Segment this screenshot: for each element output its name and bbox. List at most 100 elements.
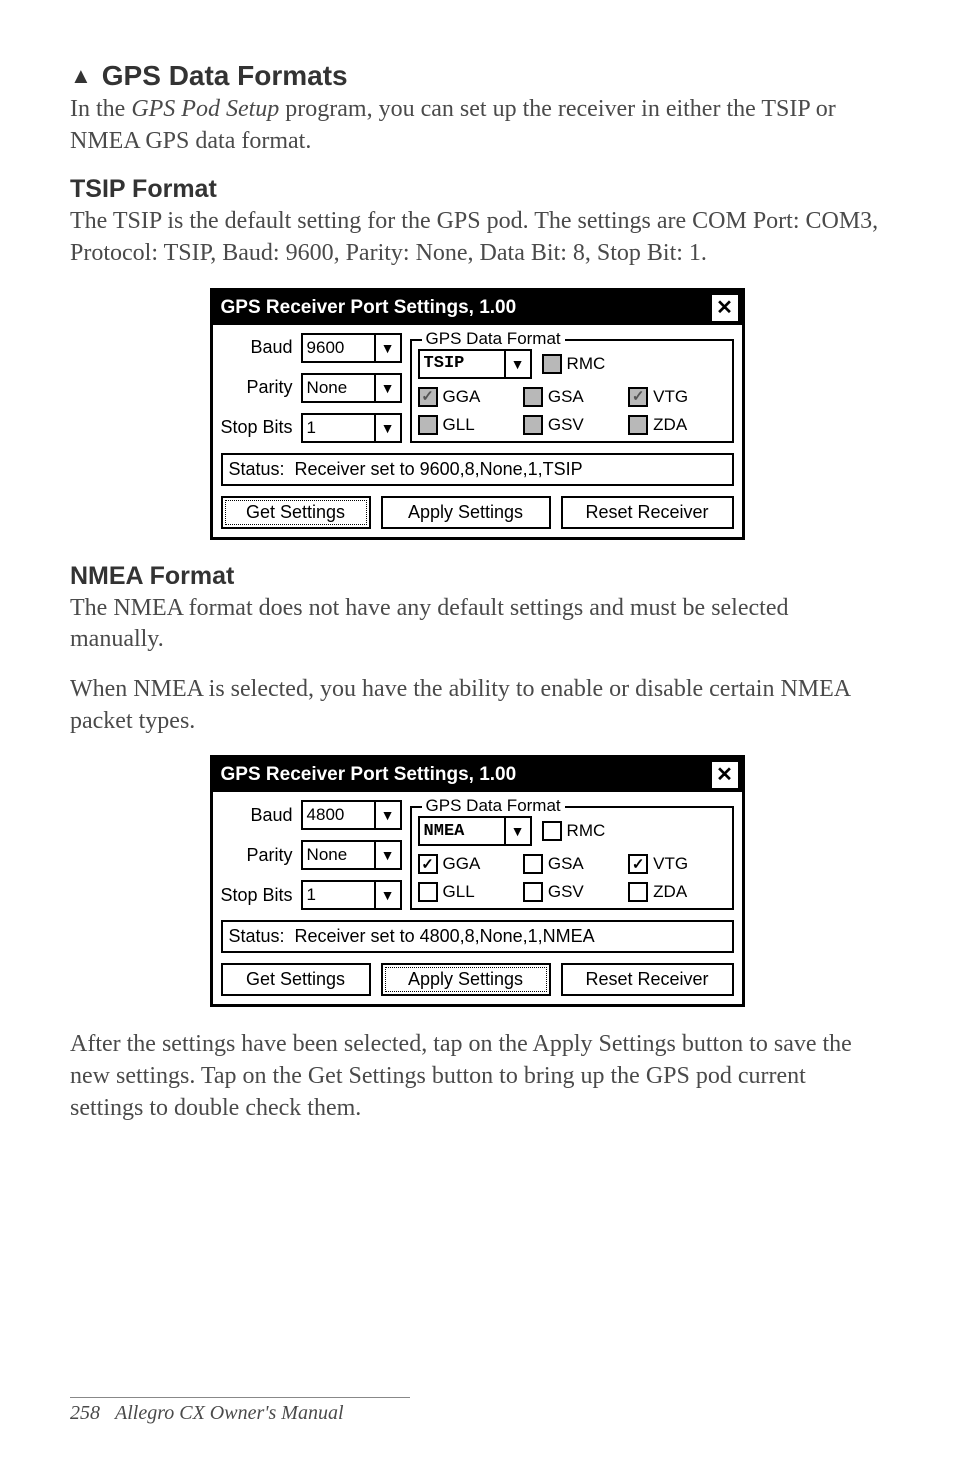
format-value: NMEA xyxy=(418,816,506,846)
rmc-label: RMC xyxy=(567,821,606,841)
checkbox-icon xyxy=(628,387,648,407)
parity-combo[interactable]: None ▼ xyxy=(301,840,402,870)
dialog1-title: GPS Receiver Port Settings, 1.00 xyxy=(221,297,517,319)
rmc-checkbox[interactable]: RMC xyxy=(542,354,606,374)
stopbits-combo[interactable]: 1 ▼ xyxy=(301,413,402,443)
checkbox-icon xyxy=(523,854,543,874)
vtg-checkbox[interactable]: VTG xyxy=(628,854,725,874)
gll-checkbox[interactable]: GLL xyxy=(418,882,515,902)
status-row: Status: Receiver set to 9600,8,None,1,TS… xyxy=(221,453,734,486)
nmea-text1: The NMEA format does not have any defaul… xyxy=(70,593,884,656)
chevron-down-icon[interactable]: ▼ xyxy=(376,413,402,443)
get-settings-button[interactable]: Get Settings xyxy=(221,963,371,996)
dialog2-titlebar: GPS Receiver Port Settings, 1.00 ✕ xyxy=(213,758,742,792)
dialog2-upper: Baud 4800 ▼ Parity None ▼ Stop Bits 1 ▼ xyxy=(221,800,734,910)
gga-label: GGA xyxy=(443,387,481,407)
baud-value: 9600 xyxy=(301,333,376,363)
status-value: Receiver set to 4800,8,None,1,NMEA xyxy=(295,926,595,947)
stopbits-label: Stop Bits xyxy=(221,417,295,438)
checkbox-icon xyxy=(418,387,438,407)
baud-combo[interactable]: 9600 ▼ xyxy=(301,333,402,363)
gsa-label: GSA xyxy=(548,854,584,874)
section-title: GPS Data Formats xyxy=(102,60,348,91)
chevron-down-icon[interactable]: ▼ xyxy=(376,840,402,870)
gps-settings-dialog-nmea: GPS Receiver Port Settings, 1.00 ✕ Baud … xyxy=(210,755,745,1007)
zda-label: ZDA xyxy=(653,415,687,435)
page-number: 258 xyxy=(70,1402,100,1424)
stopbits-combo[interactable]: 1 ▼ xyxy=(301,880,402,910)
parity-combo[interactable]: None ▼ xyxy=(301,373,402,403)
checkbox-icon xyxy=(628,854,648,874)
format-combo[interactable]: TSIP ▼ xyxy=(418,349,532,379)
vtg-checkbox[interactable]: VTG xyxy=(628,387,725,407)
intro-italic: GPS Pod Setup xyxy=(131,96,279,122)
apply-settings-button[interactable]: Apply Settings xyxy=(381,496,551,529)
checkbox-icon xyxy=(542,354,562,374)
chevron-down-icon[interactable]: ▼ xyxy=(376,373,402,403)
dialog1-upper: Baud 9600 ▼ Parity None ▼ Stop Bits 1 ▼ xyxy=(221,333,734,443)
group-legend: GPS Data Format xyxy=(422,796,565,816)
chevron-down-icon[interactable]: ▼ xyxy=(376,333,402,363)
status-label: Status: xyxy=(229,459,285,480)
checkbox-icon xyxy=(418,882,438,902)
gsa-label: GSA xyxy=(548,387,584,407)
dialog1-titlebar: GPS Receiver Port Settings, 1.00 ✕ xyxy=(213,291,742,325)
gsa-checkbox[interactable]: GSA xyxy=(523,854,620,874)
reset-receiver-button[interactable]: Reset Receiver xyxy=(561,496,734,529)
stopbits-value: 1 xyxy=(301,413,376,443)
stopbits-label: Stop Bits xyxy=(221,885,295,906)
gsv-checkbox[interactable]: GSV xyxy=(523,415,620,435)
tsip-heading: TSIP Format xyxy=(70,175,884,204)
checkbox-icon xyxy=(418,854,438,874)
reset-receiver-button[interactable]: Reset Receiver xyxy=(561,963,734,996)
apply-settings-button[interactable]: Apply Settings xyxy=(381,963,551,996)
close-icon[interactable]: ✕ xyxy=(712,295,738,321)
chevron-down-icon[interactable]: ▼ xyxy=(376,800,402,830)
baud-label: Baud xyxy=(221,805,295,826)
gsv-checkbox[interactable]: GSV xyxy=(523,882,620,902)
gll-checkbox[interactable]: GLL xyxy=(418,415,515,435)
gga-checkbox[interactable]: GGA xyxy=(418,854,515,874)
baud-combo[interactable]: 4800 ▼ xyxy=(301,800,402,830)
checkbox-icon xyxy=(523,415,543,435)
footer-title: Allegro CX Owner's Manual xyxy=(115,1402,344,1424)
gps-settings-dialog-tsip: GPS Receiver Port Settings, 1.00 ✕ Baud … xyxy=(210,288,745,540)
chevron-down-icon[interactable]: ▼ xyxy=(376,880,402,910)
zda-checkbox[interactable]: ZDA xyxy=(628,415,725,435)
stopbits-value: 1 xyxy=(301,880,376,910)
checkbox-icon xyxy=(542,821,562,841)
gll-label: GLL xyxy=(443,882,475,902)
rmc-checkbox[interactable]: RMC xyxy=(542,821,606,841)
dialog2-wrap: GPS Receiver Port Settings, 1.00 ✕ Baud … xyxy=(70,755,884,1007)
section-heading: ▲GPS Data Formats xyxy=(70,60,884,92)
parity-label: Parity xyxy=(221,845,295,866)
get-settings-button[interactable]: Get Settings xyxy=(221,496,371,529)
chevron-down-icon[interactable]: ▼ xyxy=(506,349,532,379)
parity-value: None xyxy=(301,840,376,870)
zda-checkbox[interactable]: ZDA xyxy=(628,882,725,902)
format-combo[interactable]: NMEA ▼ xyxy=(418,816,532,846)
data-format-group: GPS Data Format TSIP ▼ RMC GGA GSA VTG G… xyxy=(410,339,734,443)
close-icon[interactable]: ✕ xyxy=(712,762,738,788)
baud-label: Baud xyxy=(221,337,295,358)
checkbox-grid: GGA GSA VTG GLL GSV ZDA xyxy=(418,854,726,902)
intro-pre: In the xyxy=(70,96,131,122)
gga-checkbox[interactable]: GGA xyxy=(418,387,515,407)
checkbox-grid: GGA GSA VTG GLL GSV ZDA xyxy=(418,387,726,435)
gll-label: GLL xyxy=(443,415,475,435)
format-row: TSIP ▼ RMC xyxy=(418,349,726,379)
parity-value: None xyxy=(301,373,376,403)
nmea-heading: NMEA Format xyxy=(70,562,884,591)
group-legend: GPS Data Format xyxy=(422,329,565,349)
nmea-text2: When NMEA is selected, you have the abil… xyxy=(70,674,884,737)
dialog2-body: Baud 4800 ▼ Parity None ▼ Stop Bits 1 ▼ xyxy=(213,792,742,1004)
format-row: NMEA ▼ RMC xyxy=(418,816,726,846)
baud-value: 4800 xyxy=(301,800,376,830)
parity-label: Parity xyxy=(221,377,295,398)
status-row: Status: Receiver set to 4800,8,None,1,NM… xyxy=(221,920,734,953)
status-label: Status: xyxy=(229,926,285,947)
gsa-checkbox[interactable]: GSA xyxy=(523,387,620,407)
button-row: Get Settings Apply Settings Reset Receiv… xyxy=(221,496,734,529)
chevron-down-icon[interactable]: ▼ xyxy=(506,816,532,846)
format-value: TSIP xyxy=(418,349,506,379)
